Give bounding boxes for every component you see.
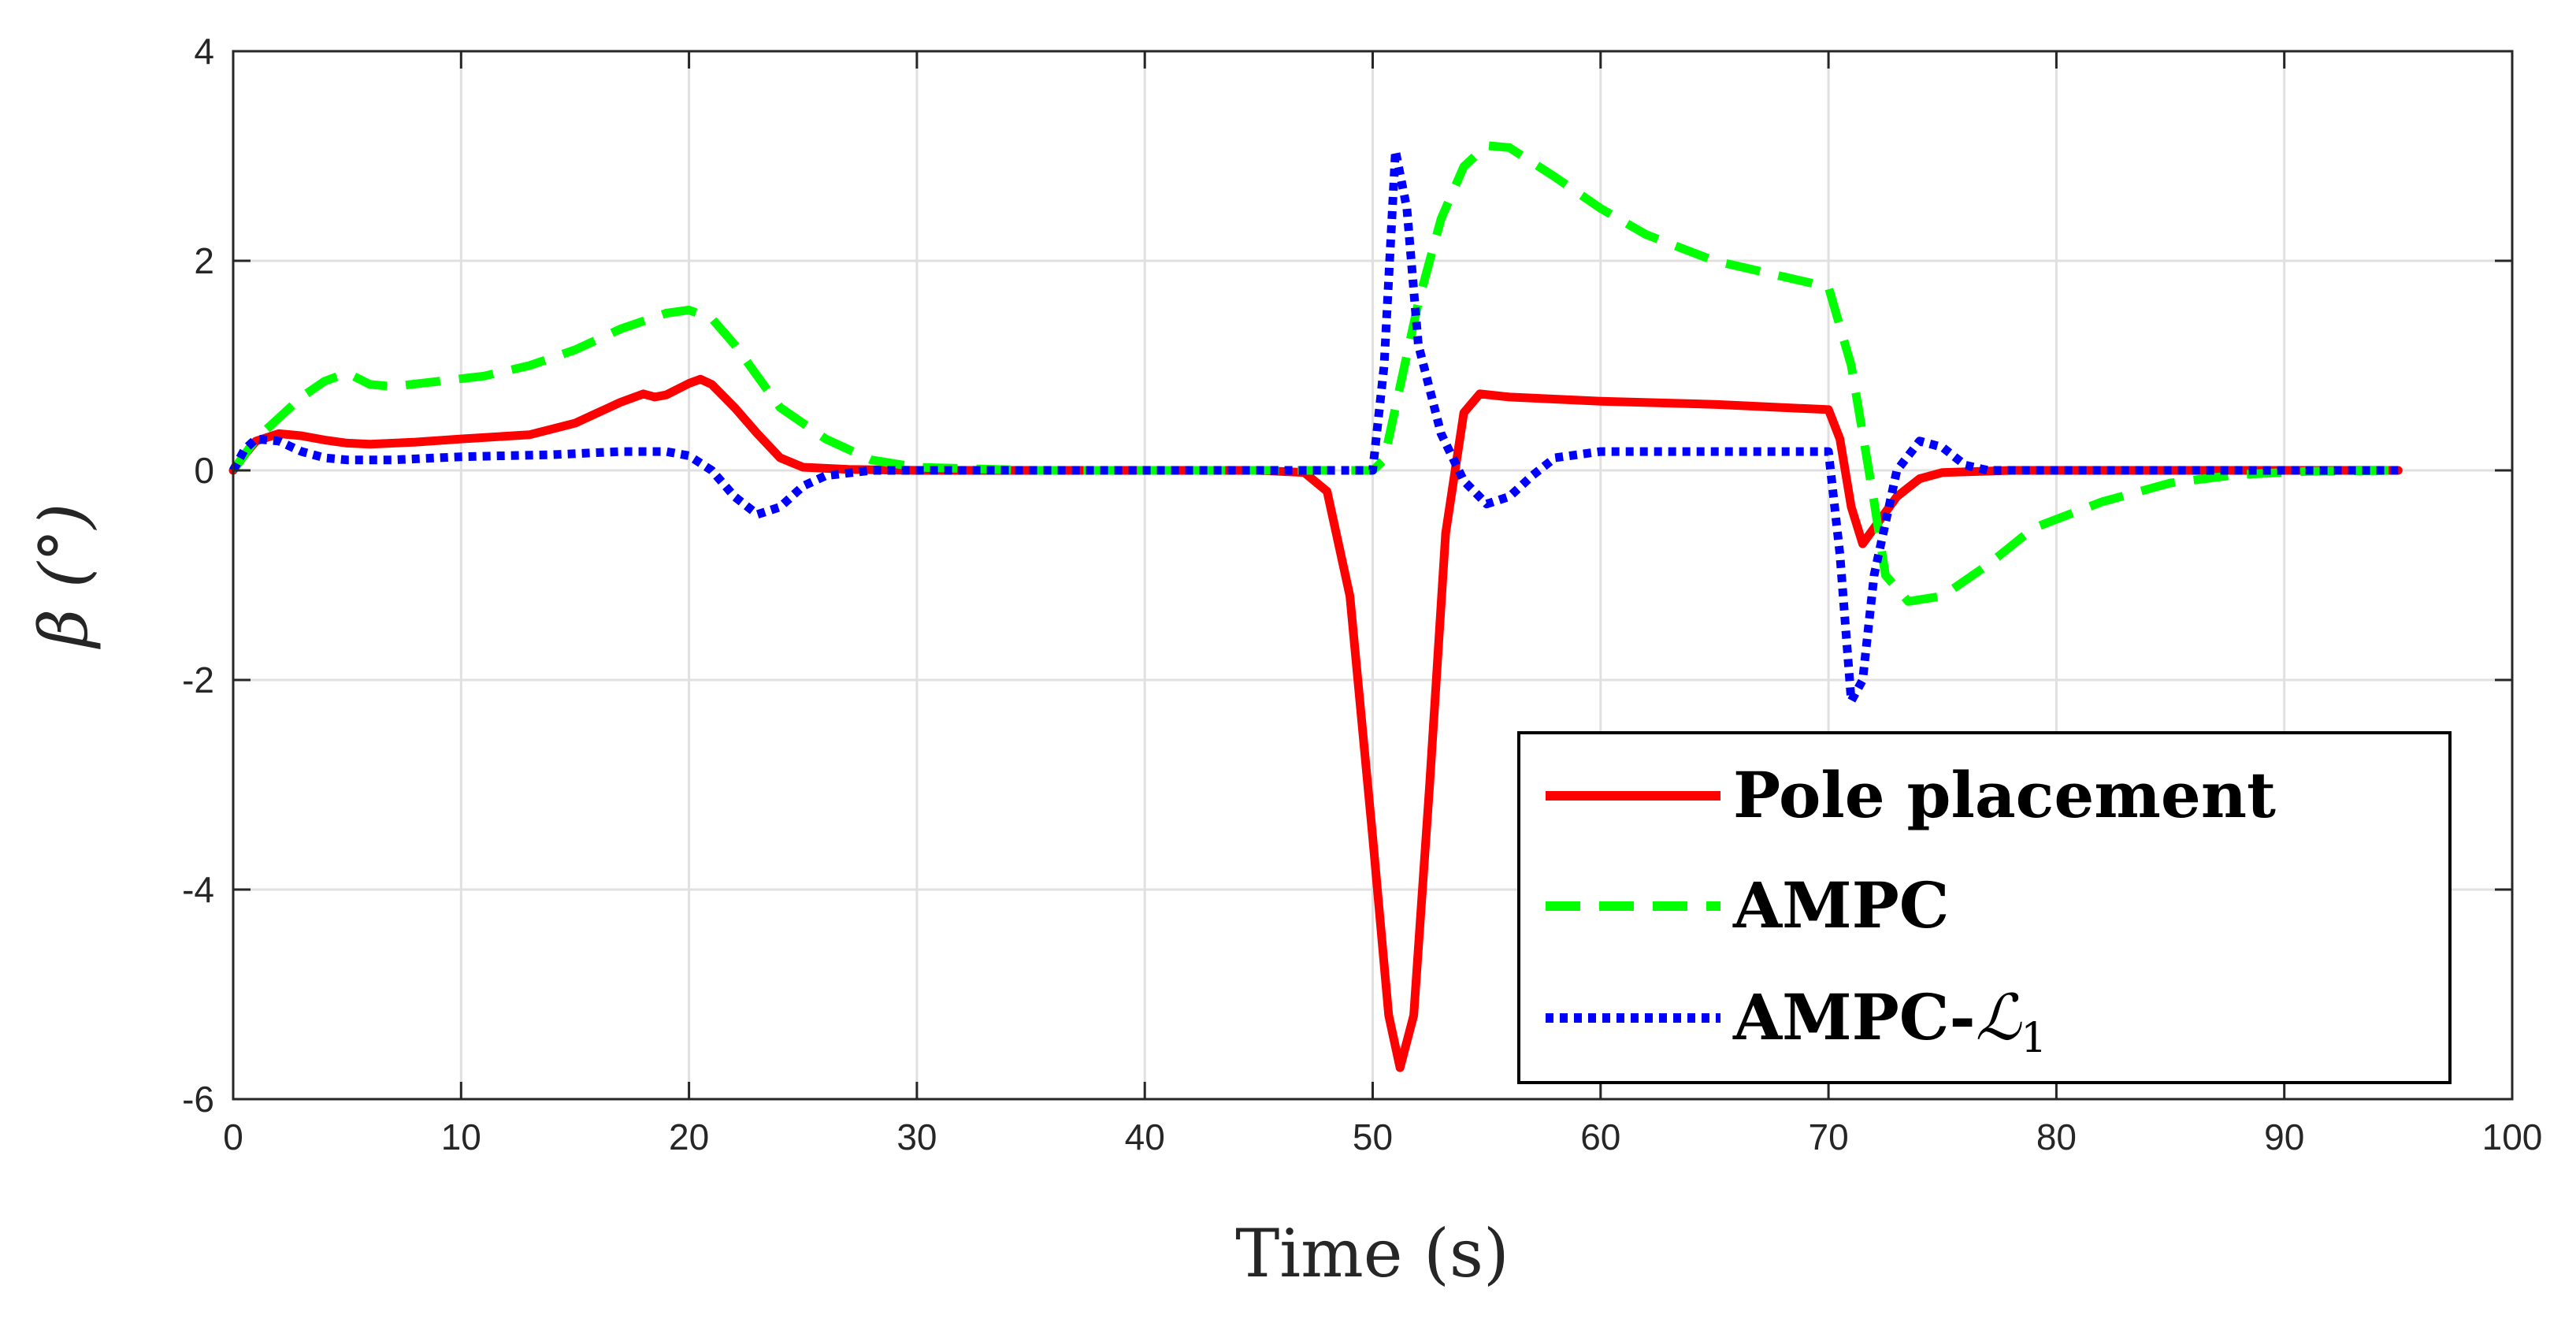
y-tick-label-4: 2 <box>194 240 214 281</box>
legend-label-ampc-l1-subscript: 1 <box>2021 1015 2047 1062</box>
y-tick-label-5: 4 <box>194 31 214 72</box>
series-line-ampc-l1 <box>229 146 2399 706</box>
x-tick-label-10: 100 <box>2482 1116 2543 1157</box>
x-tick-label-0: 0 <box>223 1116 243 1157</box>
x-tick-label-9: 90 <box>2264 1116 2304 1157</box>
legend-label-ampc-l1-base: AMPC- <box>1732 980 1976 1054</box>
x-tick-label-8: 80 <box>2036 1116 2077 1157</box>
x-tick-label-6: 60 <box>1580 1116 1620 1157</box>
legend-label-ampc-l1-script: ℒ <box>1976 981 2022 1054</box>
series-line-ampc <box>229 141 2399 606</box>
legend-label-pole-placement: Pole placement <box>1733 758 2276 832</box>
y-tick-label-3: 0 <box>194 450 214 491</box>
x-tick-label-3: 30 <box>896 1116 937 1157</box>
legend-label-ampc: AMPC <box>1732 868 1949 942</box>
legend-label-ampc-l1: AMPC-ℒ1 <box>1732 980 2047 1062</box>
y-tick-label-1: -4 <box>182 869 214 910</box>
x-tick-label-5: 50 <box>1353 1116 1393 1157</box>
x-tick-label-7: 70 <box>1809 1116 1849 1157</box>
y-axis-title: β (°) <box>25 503 102 650</box>
y-tick-label-0: -6 <box>182 1079 214 1120</box>
ticks: 0 10 20 30 40 50 60 70 80 90 100 -6 -4 -2 0 2 4 <box>182 31 2542 1157</box>
x-tick-label-4: 40 <box>1125 1116 1165 1157</box>
legend: Pole placement AMPC AMPC-ℒ1 <box>1517 731 2452 1084</box>
x-axis-title: Time (s) <box>1235 1215 1509 1292</box>
x-tick-label-1: 10 <box>441 1116 481 1157</box>
y-tick-label-2: -2 <box>182 659 214 700</box>
x-tick-label-2: 20 <box>669 1116 709 1157</box>
series-layer <box>228 141 2403 1072</box>
